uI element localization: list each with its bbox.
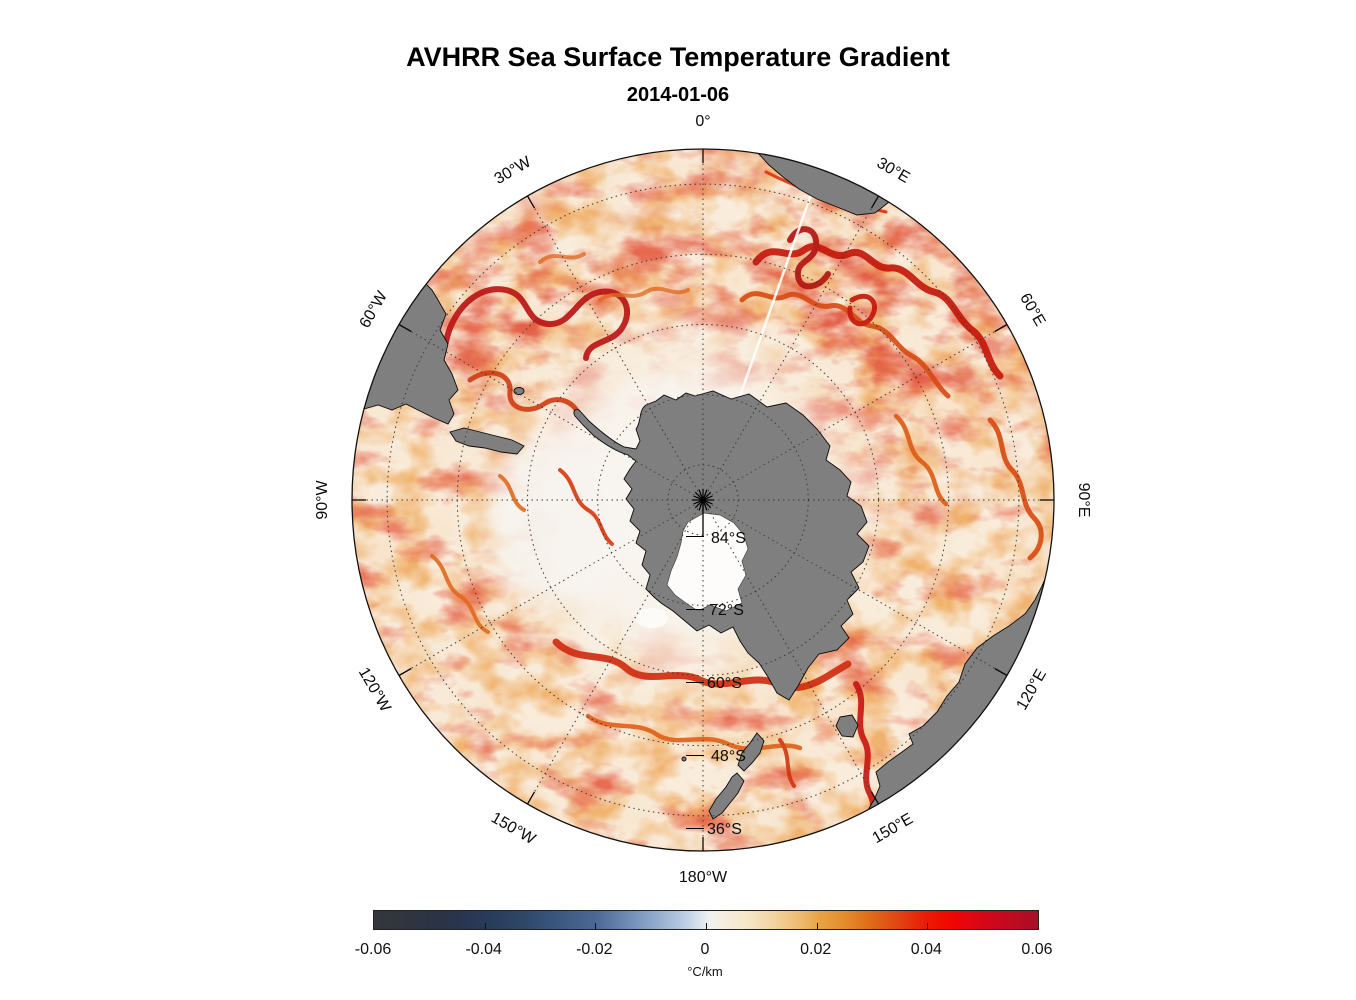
graticule-meridian-30e [702, 195, 879, 501]
lon-label-90e: 90°E [1075, 483, 1092, 518]
tierra-del-fuego-landmass [449, 427, 525, 455]
lon-label-180: 180°W [679, 869, 728, 886]
colorbar-tickmark [706, 923, 707, 929]
tick-120w [398, 667, 412, 677]
agulhas-front-filament [752, 243, 1004, 380]
lon-label-120w: 120°W [355, 665, 394, 716]
bellingshausen-pale-zone [488, 435, 632, 605]
tick-30w [526, 195, 536, 209]
colorbar-tickmark [595, 923, 597, 929]
new-zealand-south-landmass [708, 772, 745, 820]
retroflection-loop-filament [787, 226, 831, 290]
colorbar-tick-label: -0.04 [465, 941, 502, 958]
longitude-ticks [352, 149, 1054, 851]
latitude-ticks [686, 535, 704, 830]
colorbar-tickmark [927, 923, 929, 929]
nz-east-filament [778, 738, 796, 788]
graticule-meridian-30w [527, 195, 704, 501]
lon-label-90w: 90°W [314, 479, 331, 519]
lon-label-120e: 120°E [1013, 667, 1050, 713]
lon-label-60w: 60°W [357, 288, 392, 331]
lat-label-48s: 48°S [711, 748, 746, 765]
colorbar-tickmark [484, 923, 486, 929]
colorbar-tick-label: -0.06 [354, 941, 392, 958]
crozet-loop-filament [847, 293, 877, 327]
ross-ice-shelf [666, 512, 749, 612]
tick-150e [870, 791, 880, 805]
kerguelen-filament [893, 413, 949, 507]
lon-label-30e: 30°E [874, 155, 913, 187]
malvinas-front-filament [443, 286, 630, 361]
east-90e-filament [987, 417, 1044, 561]
lat-label-36s: 36°S [707, 821, 742, 838]
pole-marker [692, 489, 714, 537]
tick-30e [870, 195, 880, 209]
graticule-meridian-120w [398, 499, 704, 676]
graticule-meridian-60w [398, 324, 704, 501]
lon-label-60e: 60°E [1016, 291, 1048, 330]
colorbar-tick-label: 0.06 [1021, 941, 1053, 958]
lon-label-0: 0° [695, 113, 710, 130]
pacific-filament-a [430, 554, 490, 634]
south-georgia-island [513, 387, 525, 395]
polar-map: 0° 30°E 60°E 90°E 120°E 150°E 180°W 150°… [314, 113, 1092, 886]
colorbar [373, 910, 1039, 930]
sst-gradient-field [352, 149, 1054, 851]
acc-inner-filament [585, 713, 803, 751]
lat-label-84s: 84°S [711, 530, 746, 547]
page-title: AVHRR Sea Surface Temperature Gradient [406, 42, 950, 72]
swath-gap-line [738, 171, 821, 397]
latitude-labels: 84°S 72°S 60°S 48°S 36°S [707, 530, 746, 838]
lat-label-60s: 60°S [707, 675, 742, 692]
colorbar-tick-label: 0 [700, 941, 710, 958]
graticule-meridian-150e [702, 499, 879, 805]
ice-shelf-patch [636, 608, 668, 628]
malvinas-south-filament [467, 370, 583, 421]
acc-60s-filament [552, 638, 852, 692]
colorbar-tick-label: 0.04 [910, 941, 942, 958]
tick-60e [994, 323, 1008, 333]
lon-label-150w: 150°W [488, 809, 539, 848]
lat-label-72s: 72°S [709, 602, 744, 619]
graticule-meridian-120e [702, 499, 1008, 676]
colorbar-unit-label: °C/km [687, 964, 723, 979]
lon-label-150e: 150°E [870, 810, 916, 847]
colorbar-tick-label: 0.02 [800, 941, 832, 958]
graticule-meridian-150w [527, 499, 704, 805]
tasmania-landmass [835, 714, 859, 738]
date-subtitle: 2014-01-06 [626, 84, 730, 106]
tick-120e [994, 667, 1008, 677]
graticule [352, 149, 1054, 851]
colorbar-tickmark [816, 923, 818, 929]
mid-atlantic-filament [598, 286, 690, 302]
graticule-meridian-60e [702, 324, 1008, 501]
small-island [681, 756, 687, 762]
tick-150w [526, 791, 536, 805]
pacific-filament-b [498, 474, 526, 512]
drake-filament [558, 468, 614, 546]
lon-label-30w: 30°W [492, 153, 535, 188]
colorbar-tick-label: -0.02 [576, 941, 613, 958]
new-zealand-north-landmass [737, 732, 765, 772]
tick-60w [398, 323, 412, 333]
